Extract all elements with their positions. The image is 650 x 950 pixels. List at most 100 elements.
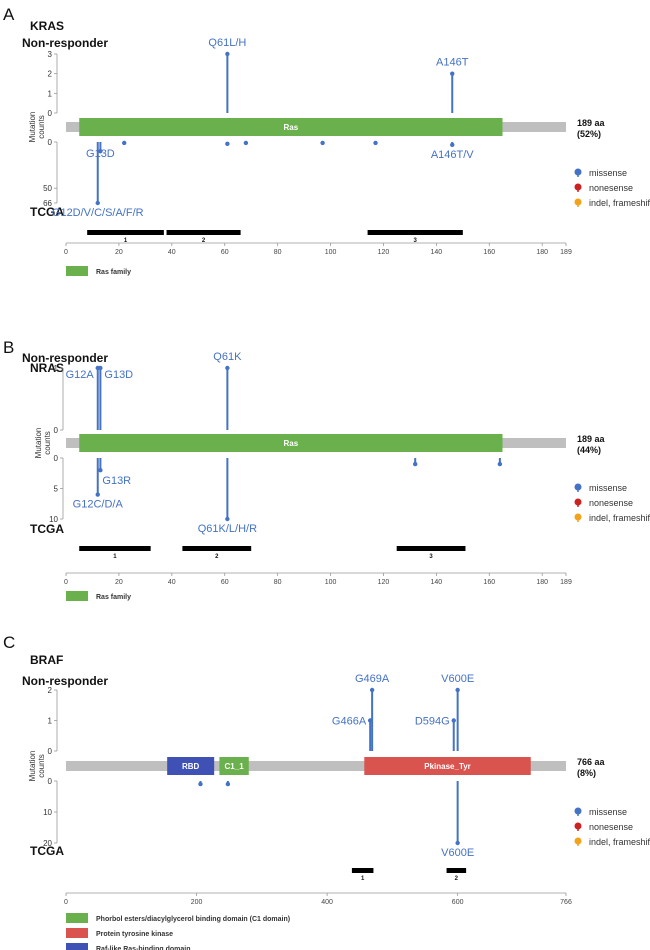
top-lollipop-head	[451, 718, 456, 723]
domain-legend-label: Ras family	[96, 594, 131, 601]
top-y-tick-label: 1	[54, 364, 59, 373]
region-label: 3	[429, 554, 433, 560]
missense-legend-label: missense	[589, 168, 627, 178]
bottom-y-tick-label: 10	[49, 515, 58, 524]
top-mutation-label: Q61L/H	[208, 37, 246, 49]
bottom-y-tick-label: 66	[43, 199, 52, 208]
coverage-percent: (8%)	[577, 768, 596, 778]
top-mutation-label: G12A	[66, 369, 95, 381]
domain-label: Ras	[284, 439, 299, 448]
bottom-mutation-label: V600E	[441, 847, 474, 859]
bottom-y-tick-label: 5	[54, 485, 59, 494]
x-tick-label: 40	[168, 579, 176, 586]
y-axis-title-line: Mutation	[28, 112, 37, 143]
top-lollipop-head	[450, 71, 455, 76]
domain-legend-swatch	[66, 266, 88, 276]
bottom-mutation-label: G13D	[86, 148, 115, 160]
protein-length: 766 aa	[577, 757, 606, 767]
x-tick-label: 189	[560, 249, 572, 256]
bottom-row-label: TCGA	[30, 844, 64, 858]
missense-legend-icon	[574, 168, 582, 176]
x-tick-label: 120	[378, 579, 390, 586]
bottom-y-tick-label: 0	[48, 777, 53, 786]
x-tick-label: 0	[64, 899, 68, 906]
panel-letter: C	[3, 633, 15, 652]
top-y-tick-label: 0	[54, 426, 59, 435]
nonsense-legend-label: nonesense	[589, 498, 633, 508]
missense-legend-label: missense	[589, 807, 627, 817]
domain-legend-label: Ras family	[96, 269, 131, 276]
region-bar	[446, 868, 467, 873]
region-bar	[79, 546, 151, 551]
y-axis-title-line: counts	[37, 115, 46, 139]
top-lollipop-head	[98, 365, 103, 371]
region-label: 2	[455, 876, 459, 882]
missense-legend-label: missense	[589, 483, 627, 493]
bottom-lollipop-head	[225, 516, 230, 522]
top-y-tick-label: 1	[48, 89, 53, 98]
bottom-lollipop-head	[455, 840, 460, 846]
bottom-row-label: TCGA	[30, 522, 64, 536]
bottom-lollipop-head	[497, 461, 503, 467]
bottom-lollipop-head	[98, 149, 103, 154]
region-label: 3	[414, 238, 418, 244]
y-axis-title-line: Mutation	[34, 428, 43, 459]
x-tick-label: 160	[483, 249, 495, 256]
domain-ras	[79, 118, 503, 136]
region-bar	[87, 230, 164, 235]
domain-label: Ras	[284, 123, 299, 132]
x-tick-label: 100	[325, 249, 337, 256]
domain-label: RBD	[182, 762, 200, 771]
bottom-lollipop-head	[320, 140, 325, 146]
bottom-lollipop-head	[225, 141, 230, 147]
x-tick-label: 400	[321, 899, 333, 906]
x-tick-label: 160	[483, 579, 495, 586]
x-tick-label: 140	[431, 579, 443, 586]
nonsense-legend-icon	[574, 498, 582, 506]
x-tick-label: 120	[378, 249, 390, 256]
top-lollipop-head	[369, 687, 375, 693]
x-tick-label: 80	[274, 579, 282, 586]
bottom-lollipop-head	[225, 781, 231, 787]
protein-backbone	[66, 761, 566, 771]
bottom-lollipop-head	[98, 468, 103, 473]
x-tick-label: 40	[168, 249, 176, 256]
top-mutation-label: Q61K	[213, 351, 242, 363]
domain-legend-swatch	[66, 913, 88, 923]
top-mutation-label: G13D	[104, 369, 133, 381]
region-label: 1	[361, 876, 365, 882]
top-y-tick-label: 2	[48, 70, 53, 79]
nonsense-legend-icon	[574, 822, 582, 830]
x-tick-label: 100	[325, 579, 337, 586]
top-y-tick-label: 2	[48, 686, 53, 695]
top-mutation-label: A146T	[436, 57, 469, 69]
nonsense-legend-label: nonesense	[589, 183, 633, 193]
panel-b: BNRASNon-responderTCGAMutationcounts0105…	[3, 338, 650, 601]
top-mutation-label: G466A	[332, 716, 367, 728]
y-axis-title-line: counts	[43, 431, 52, 455]
protein-length: 189 aa	[577, 118, 606, 128]
top-lollipop-head	[225, 51, 230, 57]
region-bar	[367, 230, 463, 235]
top-lollipop-head	[225, 365, 230, 371]
top-mutation-label: G469A	[355, 673, 390, 685]
bottom-y-tick-label: 0	[54, 454, 59, 463]
x-tick-label: 600	[452, 899, 464, 906]
top-mutation-label: V600E	[441, 673, 474, 685]
x-tick-label: 189	[560, 579, 572, 586]
x-tick-label: 0	[64, 249, 68, 256]
bottom-lollipop-head	[413, 461, 418, 467]
domain-legend-label: Phorbol esters/diacylglycerol binding do…	[96, 916, 290, 923]
missense-legend-icon	[574, 483, 582, 491]
bottom-lollipop-head	[198, 781, 203, 787]
domain-label: C1_1	[225, 762, 245, 771]
region-label: 2	[202, 238, 206, 244]
bottom-mutation-label: G12C/D/A	[73, 499, 124, 511]
bottom-mutation-label: A146T/V	[431, 149, 474, 161]
bottom-lollipop-head	[95, 492, 100, 497]
bottom-row-label: TCGA	[30, 205, 64, 219]
frameshift-legend-icon	[574, 513, 582, 521]
x-tick-label: 140	[431, 249, 443, 256]
region-label: 1	[124, 238, 128, 244]
coverage-percent: (44%)	[577, 445, 601, 455]
